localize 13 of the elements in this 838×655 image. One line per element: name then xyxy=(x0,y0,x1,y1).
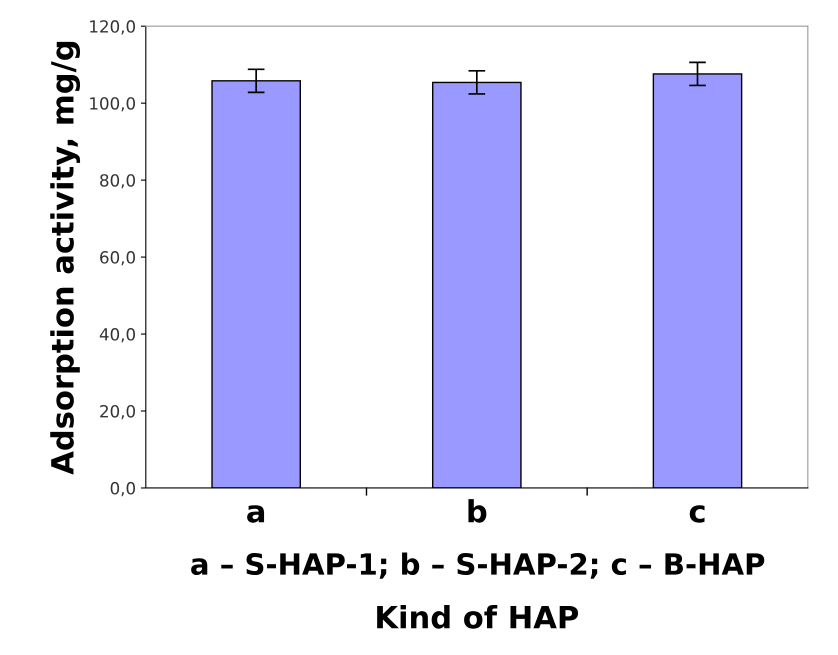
y-tick-label: 80,0 xyxy=(100,174,135,188)
y-tick-label: 20,0 xyxy=(100,404,135,420)
x-tick-label: b xyxy=(468,499,486,523)
y-tick-label: 60,0 xyxy=(100,251,135,266)
y-tick-label: 100,0 xyxy=(90,97,135,112)
x-axis-title: Kind of HAP xyxy=(377,605,578,629)
y-axis-title: Adsorption activity, mg/g xyxy=(50,42,80,475)
x-tick-label: c xyxy=(690,505,705,523)
x-tick-label: a xyxy=(247,505,264,523)
y-tick-label: 40,0 xyxy=(100,328,135,342)
y-tick-label: 0,0 xyxy=(110,482,135,496)
y-tick-label: 120,0 xyxy=(90,20,135,34)
text: a – S-HAP-1; b – S-HAP-2; c – B-HAP xyxy=(191,552,764,579)
